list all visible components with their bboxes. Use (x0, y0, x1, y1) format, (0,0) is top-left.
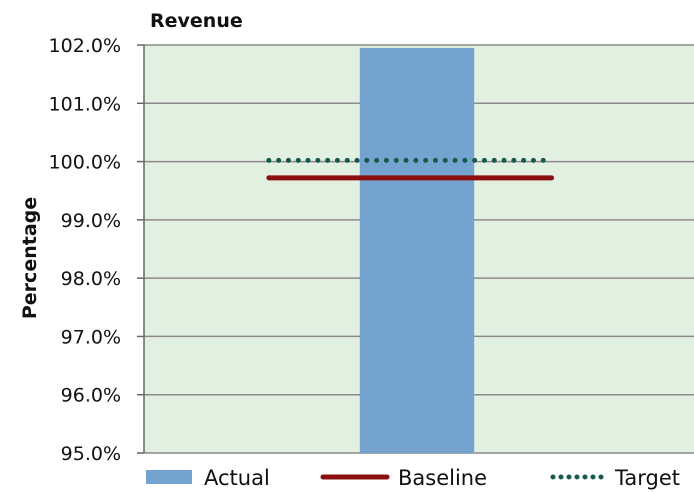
legend-swatch-actual (146, 470, 192, 484)
legend-item-actual: Actual (146, 466, 270, 490)
legend-label-target: Target (614, 466, 680, 490)
legend-item-target: Target (550, 466, 680, 490)
y-tick-label: 100.0% (49, 152, 121, 174)
y-tick-label: 101.0% (49, 93, 121, 115)
y-tick-label: 98.0% (61, 268, 121, 290)
y-axis-label: Percentage (19, 197, 41, 319)
legend-label-baseline: Baseline (398, 466, 487, 490)
y-tick-label: 96.0% (61, 385, 121, 407)
bar-actual (359, 47, 475, 454)
y-tick-label: 99.0% (61, 210, 121, 232)
plot-area: 95.0% 96.0% 97.0% 98.0% 99.0% 100.0% 101.0% 102… (49, 35, 694, 465)
y-tick-label: 102.0% (49, 35, 121, 57)
y-tick-label: 95.0% (61, 443, 121, 465)
legend: Actual Baseline Target (146, 466, 680, 490)
legend-label-actual: Actual (204, 466, 270, 490)
y-tick-label: 97.0% (61, 326, 121, 348)
chart-title: Revenue (150, 10, 243, 32)
legend-item-baseline: Baseline (320, 466, 487, 490)
